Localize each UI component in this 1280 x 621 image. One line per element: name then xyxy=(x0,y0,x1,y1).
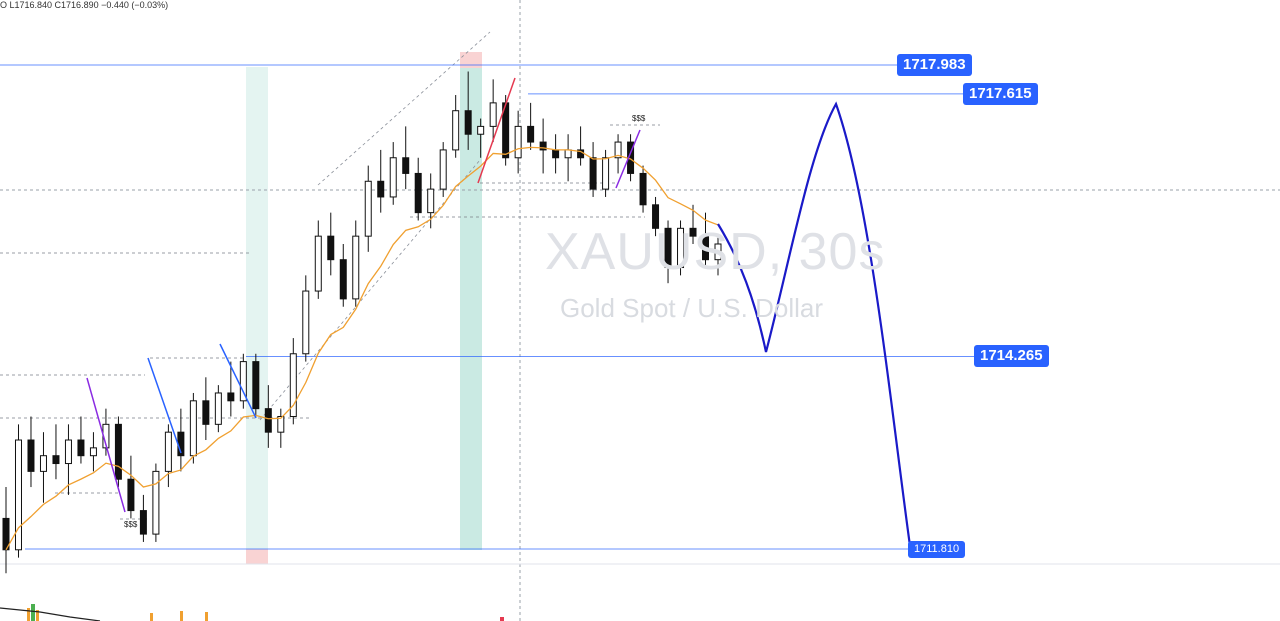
candle-body xyxy=(427,188,435,214)
ohlc-readout: O L1716.840 C1716.890 −0.440 (−0.03%) xyxy=(0,0,169,10)
candle-body xyxy=(64,439,72,465)
swing-red xyxy=(477,77,516,184)
volume-bar xyxy=(205,612,208,621)
candle-body xyxy=(602,157,610,190)
candlestick-series xyxy=(2,71,722,574)
volume-bar xyxy=(150,613,153,621)
candle-body xyxy=(327,235,335,261)
volume-bar xyxy=(36,610,39,621)
candle-body xyxy=(202,400,210,425)
candle-body xyxy=(489,102,497,127)
liquidity-label-left: $$$ xyxy=(124,520,138,529)
highlight-zones xyxy=(246,52,482,564)
candle-body xyxy=(552,149,560,159)
price-tag-1717983[interactable]: 1717.983 xyxy=(897,54,972,76)
candle-body xyxy=(689,227,697,237)
candle-body xyxy=(339,259,347,300)
candle-body xyxy=(677,227,685,269)
watermark-symbol: XAUUSD, 30s xyxy=(545,223,886,281)
candle-body xyxy=(289,353,297,417)
channel-upper xyxy=(317,31,491,186)
volume-ma-line xyxy=(0,607,101,621)
candle-body xyxy=(389,157,397,198)
watermark-description: Gold Spot / U.S. Dollar xyxy=(560,293,823,323)
swing-lines xyxy=(86,77,641,513)
candle-body xyxy=(364,180,372,237)
candle-body xyxy=(27,439,35,472)
volume-bars xyxy=(0,604,504,621)
projection-path xyxy=(717,101,912,547)
zone-left-pink xyxy=(246,549,268,564)
candle-body xyxy=(189,400,197,457)
candle-body xyxy=(527,125,535,143)
candle-body xyxy=(477,125,485,135)
swing-blue-mid xyxy=(219,343,257,419)
ema-line xyxy=(5,146,719,551)
candle-body xyxy=(239,361,247,402)
candle-body xyxy=(414,172,422,214)
price-tag-1717615[interactable]: 1717.615 xyxy=(963,83,1038,105)
volume-bar xyxy=(27,608,30,621)
candle-body xyxy=(352,235,360,300)
volume-bar xyxy=(180,611,183,621)
candle-body xyxy=(252,361,260,410)
candle-body xyxy=(514,125,522,159)
candle-body xyxy=(714,243,722,261)
candle-body xyxy=(664,227,672,269)
volume-bar xyxy=(500,617,504,621)
swing-blue-left xyxy=(147,357,182,454)
ema-series xyxy=(5,146,719,551)
candle-body xyxy=(539,141,547,151)
candle-body xyxy=(452,110,460,151)
zone-mid-pink xyxy=(460,52,482,68)
candle-body xyxy=(89,447,97,457)
candle-body xyxy=(564,149,572,159)
candle-body xyxy=(214,392,222,425)
candle-body xyxy=(227,392,235,402)
candle-body xyxy=(314,235,322,292)
candle-body xyxy=(439,149,447,190)
candle-body xyxy=(277,415,285,433)
candle-body xyxy=(652,204,660,229)
price-tag-1711810[interactable]: 1711.810 xyxy=(908,541,966,558)
candle-body xyxy=(164,431,172,472)
zone-mid-teal xyxy=(460,68,482,550)
candle-body xyxy=(14,439,22,551)
liquidity-label-right: $$$ xyxy=(632,114,646,123)
candle-body xyxy=(139,510,147,535)
candle-body xyxy=(702,235,710,261)
candle-body xyxy=(39,455,47,472)
candle-body xyxy=(614,141,622,159)
zone-left-teal xyxy=(246,67,268,549)
candle-body xyxy=(589,157,597,190)
candle-body xyxy=(377,180,385,198)
price-level-lines xyxy=(0,64,974,550)
swing-purple-right xyxy=(615,129,641,189)
swing-purple-left xyxy=(86,377,126,513)
candle-body xyxy=(127,478,135,512)
price-tag-1714265[interactable]: 1714.265 xyxy=(974,345,1049,367)
candle-body xyxy=(402,157,410,174)
candle-body xyxy=(114,423,122,480)
candle-body xyxy=(302,290,310,355)
candle-body xyxy=(264,408,272,433)
candle-body xyxy=(52,455,60,465)
volume-bar xyxy=(31,604,35,621)
candle-body xyxy=(639,172,647,206)
candle-body xyxy=(77,439,85,457)
candle-body xyxy=(464,110,472,135)
candle-body xyxy=(152,470,160,535)
